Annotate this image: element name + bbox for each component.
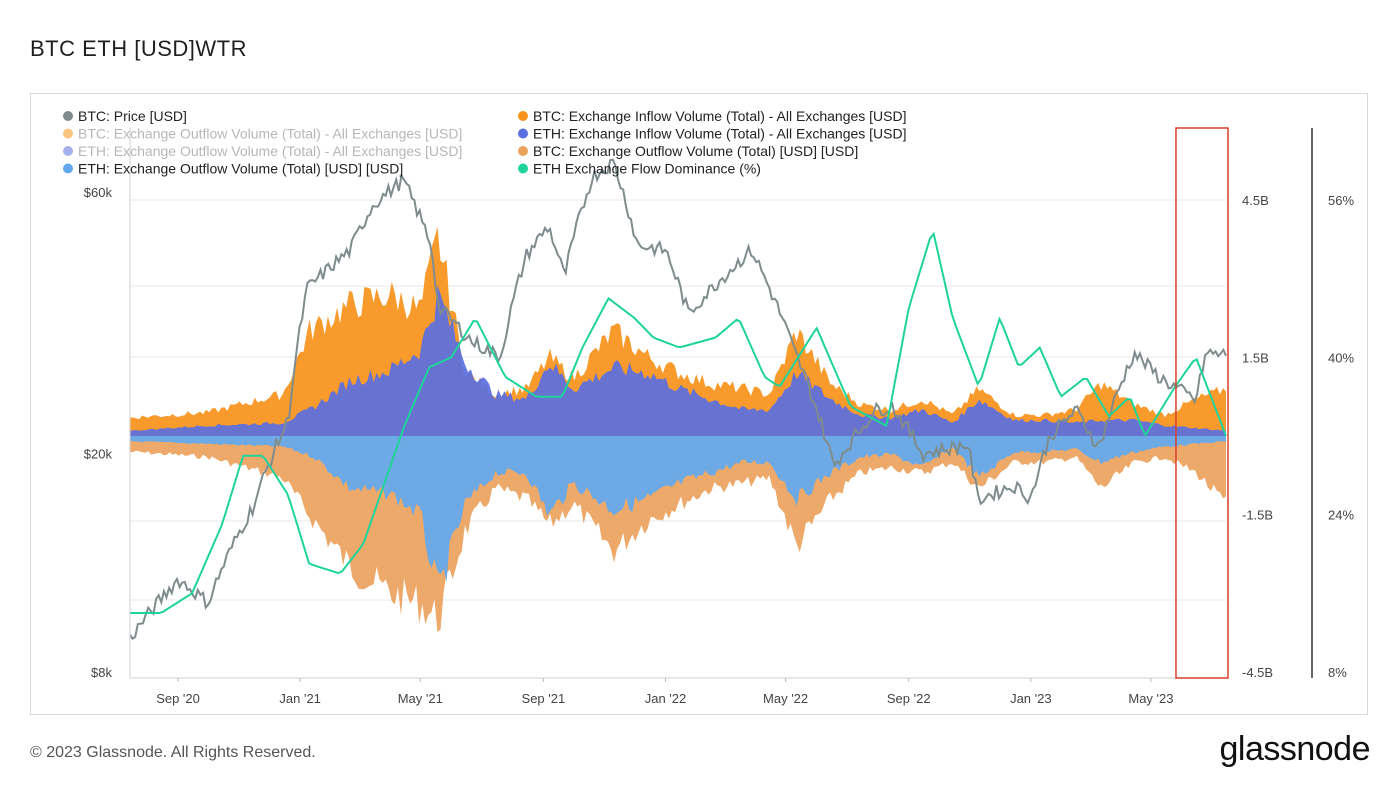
y-mid-tick-label: -4.5B <box>1242 665 1273 680</box>
x-tick-label: Sep '20 <box>156 691 200 706</box>
x-tick-label: May '21 <box>398 691 443 706</box>
chart-frame <box>30 93 1368 715</box>
highlight-rect <box>1175 127 1229 679</box>
highlight-box <box>1175 127 1229 679</box>
btc-price-line <box>129 158 1227 640</box>
legend-marker[interactable] <box>518 111 528 121</box>
y-left-tick-label: $8k <box>91 665 112 680</box>
y-left-tick-label: $60k <box>84 185 113 200</box>
glassnode-logo[interactable]: glassnode <box>1219 730 1370 768</box>
legend-marker[interactable] <box>63 146 73 156</box>
legend-label[interactable]: BTC: Exchange Outflow Volume (Total) - A… <box>78 126 462 142</box>
legend-marker[interactable] <box>518 146 528 156</box>
legend[interactable]: BTC: Price [USD] BTC: Exchange Inflow Vol… <box>63 108 907 177</box>
y-left-tick-label: $20k <box>84 447 113 462</box>
x-tick-label: Sep '22 <box>887 691 931 706</box>
series-lines <box>129 158 1227 640</box>
y-right-tick-label: 40% <box>1328 350 1354 365</box>
x-tick-label: Jan '21 <box>279 691 321 706</box>
x-tick-label: May '23 <box>1128 691 1173 706</box>
legend-marker[interactable] <box>63 128 73 139</box>
x-tick-label: Jan '22 <box>645 691 687 706</box>
eth-inflow-area <box>130 285 1226 436</box>
x-tick-label: Sep '21 <box>522 691 566 706</box>
legend-marker[interactable] <box>518 128 528 139</box>
copyright-text: © 2023 Glassnode. All Rights Reserved. <box>30 744 316 761</box>
y-right-tick-label: 56% <box>1328 193 1354 208</box>
legend-label[interactable]: BTC: Price [USD] <box>78 108 187 124</box>
y-right-tick-label: 8% <box>1328 665 1347 680</box>
y-mid-tick-label: -1.5B <box>1242 508 1273 523</box>
legend-label[interactable]: ETH Exchange Flow Dominance (%) <box>533 161 761 177</box>
y-mid-tick-label: 1.5B <box>1242 350 1269 365</box>
legend-marker[interactable] <box>63 163 73 174</box>
legend-label[interactable]: BTC: Exchange Inflow Volume (Total) - Al… <box>533 108 907 124</box>
volume-areas <box>130 226 1226 633</box>
page-title: BTC ETH [USD]WTR <box>30 36 247 61</box>
legend-label[interactable]: ETH: Exchange Inflow Volume (Total) - Al… <box>533 126 907 142</box>
x-tick-label: Jan '23 <box>1010 691 1052 706</box>
y-right-tick-label: 24% <box>1328 508 1354 523</box>
axes: $60k $20k $8k 4.5B 1.5B -1.5B -4.5B 56% 40% 24% 8%… <box>84 128 1354 706</box>
legend-label[interactable]: ETH: Exchange Outflow Volume (Total) [US… <box>78 161 403 177</box>
legend-label[interactable]: ETH: Exchange Outflow Volume (Total) - A… <box>78 143 462 159</box>
legend-label[interactable]: BTC: Exchange Outflow Volume (Total) [US… <box>533 143 858 159</box>
x-tick-label: May '22 <box>763 691 808 706</box>
eth-outflow-area <box>130 436 1226 582</box>
legend-marker[interactable] <box>63 111 73 121</box>
y-mid-tick-label: 4.5B <box>1242 193 1269 208</box>
legend-marker[interactable] <box>518 163 528 174</box>
eth-dominance-line <box>130 231 1227 614</box>
